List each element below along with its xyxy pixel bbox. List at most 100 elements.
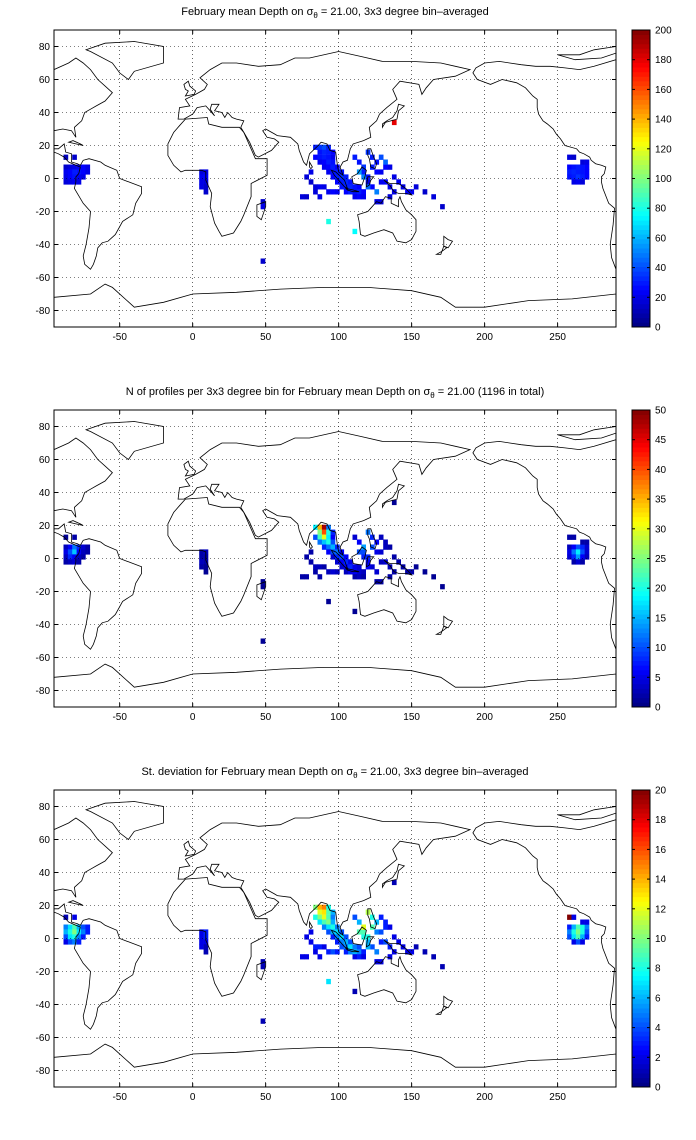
data-bin (335, 189, 340, 195)
coastline (381, 483, 406, 509)
colorbar-step (632, 882, 650, 888)
data-bin (326, 154, 331, 160)
data-bin (72, 179, 77, 185)
data-bin (317, 184, 323, 190)
coastline (54, 817, 113, 898)
data-bin (339, 564, 345, 570)
data-bin (405, 189, 410, 195)
coastline (177, 811, 472, 937)
data-bin (571, 164, 577, 170)
data-bin (370, 944, 375, 950)
data-bin (409, 949, 415, 955)
data-bin (391, 554, 397, 560)
data-bin (405, 569, 410, 575)
data-bin (260, 964, 266, 970)
grid (54, 30, 616, 327)
colorbar-tick-label: 0 (655, 703, 661, 714)
data-bin (575, 934, 581, 940)
colorbar-step (632, 817, 650, 823)
data-bin (343, 934, 349, 940)
data-bin (199, 184, 204, 190)
data-bin (304, 574, 309, 580)
colorbar-step (632, 604, 650, 610)
data-bin (300, 194, 305, 200)
coastline (330, 929, 349, 950)
data-bin (326, 978, 331, 985)
colorbar-gradient (632, 790, 650, 1088)
data-bin (580, 559, 585, 565)
data-bin (365, 564, 371, 570)
colorbar-step (632, 938, 650, 944)
data-bin (63, 174, 69, 180)
data-bin (584, 169, 590, 175)
colorbar-tick-label: 160 (655, 85, 672, 96)
colorbar-step (632, 178, 650, 184)
data-bin (361, 949, 366, 955)
colorbar-step (632, 285, 650, 291)
colorbar-step (632, 76, 650, 82)
x-tick-label: -50 (112, 1092, 127, 1103)
coastline (84, 421, 164, 461)
colorbar-step (632, 43, 650, 49)
coastline (472, 819, 616, 1030)
y-tick-label: 0 (44, 554, 50, 565)
data-bin (584, 924, 590, 930)
data-bin (584, 159, 590, 165)
colorbar-tick-label: 6 (655, 993, 661, 1004)
colorbar-step (632, 113, 650, 119)
colorbar-step (632, 1031, 650, 1037)
y-tick-label: -80 (36, 1066, 51, 1077)
data-bin (321, 564, 327, 570)
x-tick-label: 100 (330, 712, 347, 723)
data-bin (580, 929, 585, 935)
data-bin (356, 539, 362, 545)
data-bin (63, 939, 69, 945)
data-bin (567, 534, 572, 540)
data-bin (391, 879, 397, 886)
data-bin (203, 949, 209, 955)
y-tick-label: 60 (39, 455, 51, 466)
data-bin (72, 169, 77, 175)
coastline (434, 625, 448, 635)
colorbar-tick-label: 20 (655, 293, 667, 304)
colorbar-step (632, 53, 650, 59)
colorbar-step (632, 539, 650, 545)
data-bin (356, 954, 362, 960)
colorbar-step (632, 998, 650, 1004)
colorbar-step (632, 535, 650, 541)
colorbar-step (632, 803, 650, 809)
data-bin (326, 189, 331, 195)
data-bin (326, 598, 331, 605)
colorbar-step (632, 118, 650, 124)
data-bin (203, 569, 209, 575)
data-bin (378, 579, 384, 585)
data-bin (260, 638, 266, 644)
data-bin (321, 904, 327, 910)
data-bin (300, 574, 305, 580)
colorbar-step (632, 586, 650, 592)
data-bin (335, 544, 340, 550)
colorbar-step (632, 206, 650, 212)
data-bin (352, 988, 358, 995)
data-bin (571, 559, 577, 565)
colorbar-step (632, 572, 650, 578)
colorbar-tick-label: 16 (655, 845, 667, 856)
data-bin (199, 564, 204, 570)
data-bin (335, 164, 340, 170)
colorbar-step (632, 150, 650, 156)
data-bin (584, 929, 590, 935)
data-bin (76, 924, 82, 930)
colorbar-step (632, 868, 650, 874)
y-tick-label: -20 (36, 967, 51, 978)
colorbar-tick-label: 200 (655, 26, 672, 37)
colorbar-step (632, 308, 650, 314)
data-bin (330, 934, 336, 940)
y-tick-label: -40 (36, 1000, 51, 1011)
data-bin (85, 544, 91, 550)
data-bin (321, 944, 327, 950)
y-tick-label: 20 (39, 141, 51, 152)
data-bin (370, 154, 375, 160)
data-bin (335, 179, 340, 185)
data-bin (203, 944, 209, 950)
data-bin (580, 554, 585, 560)
